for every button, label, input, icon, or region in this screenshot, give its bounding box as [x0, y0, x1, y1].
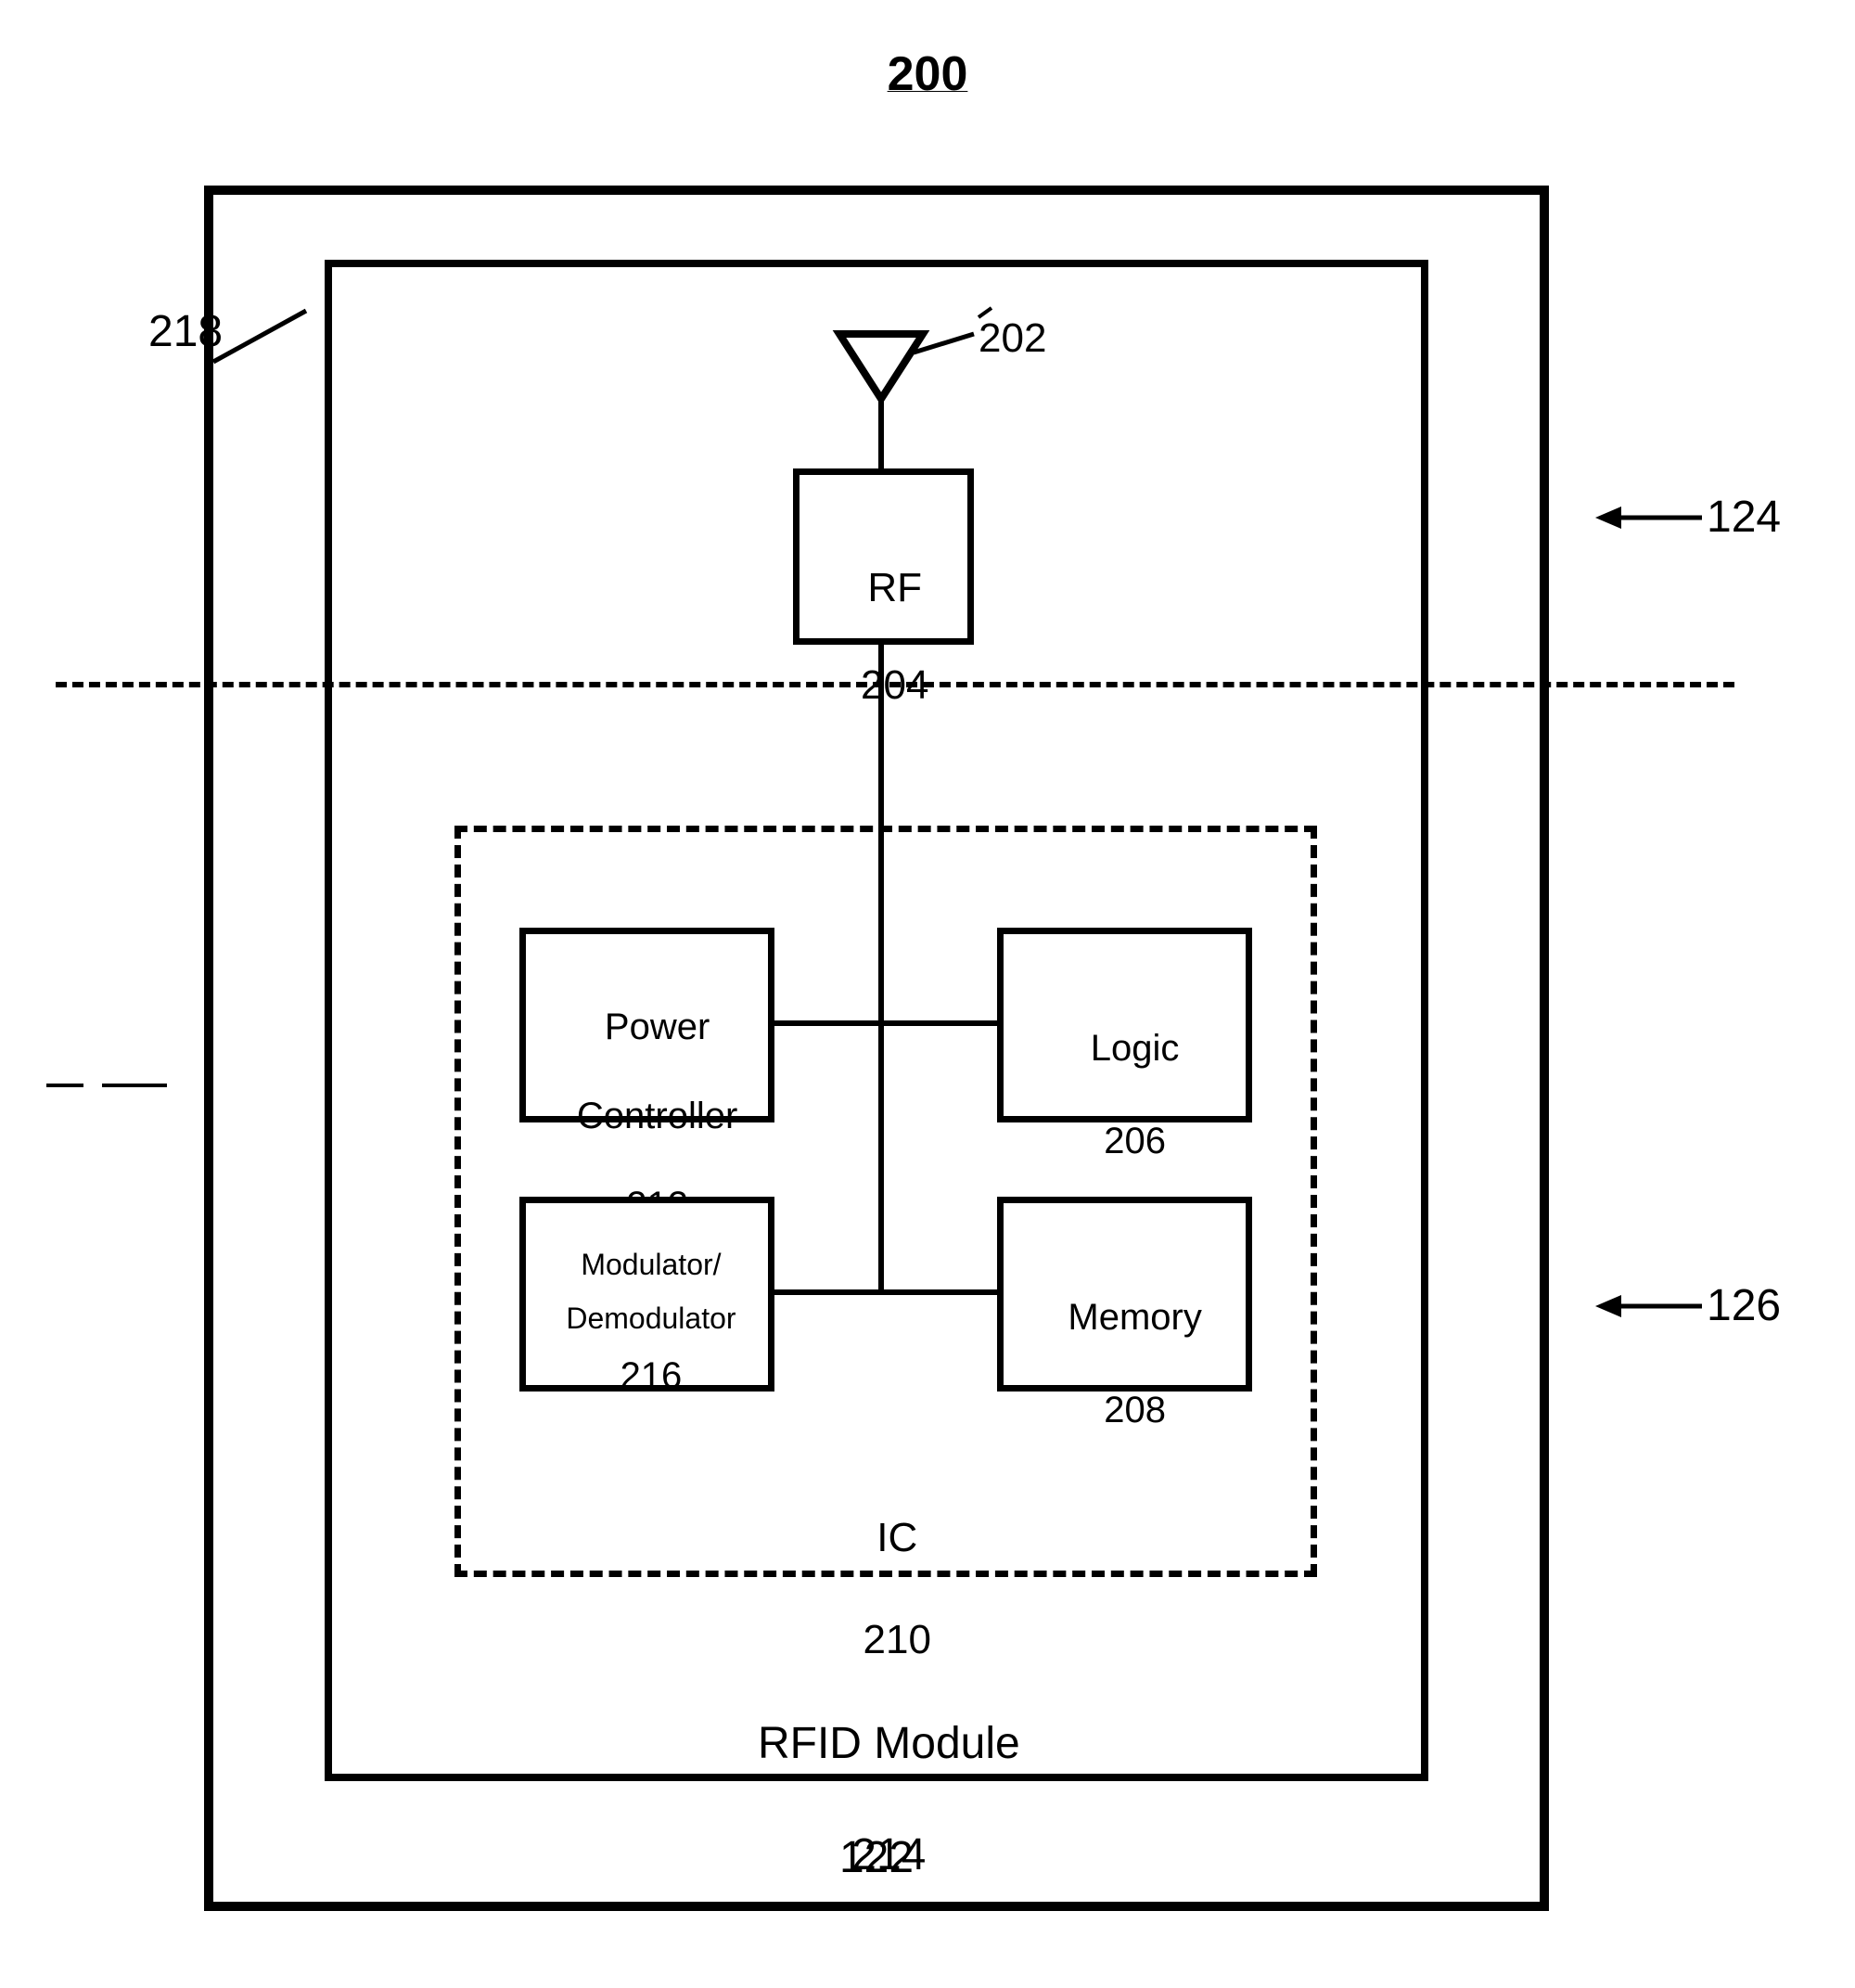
rfid-module-label: RFID Module 214	[325, 1661, 1428, 1883]
callout-218-leader	[213, 311, 325, 385]
memory-name: Memory	[1068, 1297, 1201, 1338]
modem-label: Modulator/ Demodulator 216	[519, 1229, 774, 1398]
figure-title-text: 200	[888, 47, 968, 101]
modem-name-l1: Modulator/	[581, 1248, 721, 1281]
antenna-feed-line	[878, 399, 884, 468]
power-label: Power Controller 212	[519, 960, 774, 1227]
modem-name-l2: Demodulator	[566, 1302, 736, 1335]
callout-218-text: 218	[148, 307, 223, 356]
ic-name: IC	[876, 1515, 917, 1560]
callout-126-text: 126	[1707, 1281, 1781, 1330]
callout-218: 218	[148, 306, 223, 357]
ic-ref: 210	[864, 1617, 931, 1662]
memory-label: Memory 208	[997, 1248, 1252, 1433]
bus-h-row1	[770, 1020, 1002, 1026]
left-tick-1	[46, 1084, 83, 1087]
bus-h-row2	[770, 1289, 1002, 1295]
logic-label: Logic 206	[997, 979, 1252, 1164]
callout-126-arrow	[1595, 1289, 1707, 1327]
callout-202-accent	[979, 308, 997, 319]
rf-name: RF	[867, 565, 922, 610]
power-name-l1: Power	[605, 1007, 710, 1047]
rfid-module-ref: 214	[851, 1830, 926, 1879]
power-name-l2: Controller	[577, 1096, 737, 1136]
rfid-module-name: RFID Module	[758, 1719, 1020, 1768]
callout-202: 202	[979, 315, 1046, 362]
callout-124: 124	[1707, 492, 1781, 543]
logic-ref: 206	[1104, 1121, 1166, 1161]
ic-label: IC 210	[454, 1461, 1317, 1665]
figure-title: 200	[0, 46, 1855, 102]
modem-ref: 216	[620, 1355, 683, 1396]
callout-124-text: 124	[1707, 493, 1781, 542]
memory-ref: 208	[1104, 1390, 1166, 1430]
callout-126: 126	[1707, 1280, 1781, 1331]
logic-name: Logic	[1091, 1028, 1180, 1069]
rf-ref: 204	[861, 662, 928, 708]
left-tick-2	[102, 1084, 167, 1087]
callout-202-text: 202	[979, 315, 1046, 361]
callout-202-leader	[914, 334, 988, 371]
callout-124-arrow	[1595, 501, 1707, 538]
